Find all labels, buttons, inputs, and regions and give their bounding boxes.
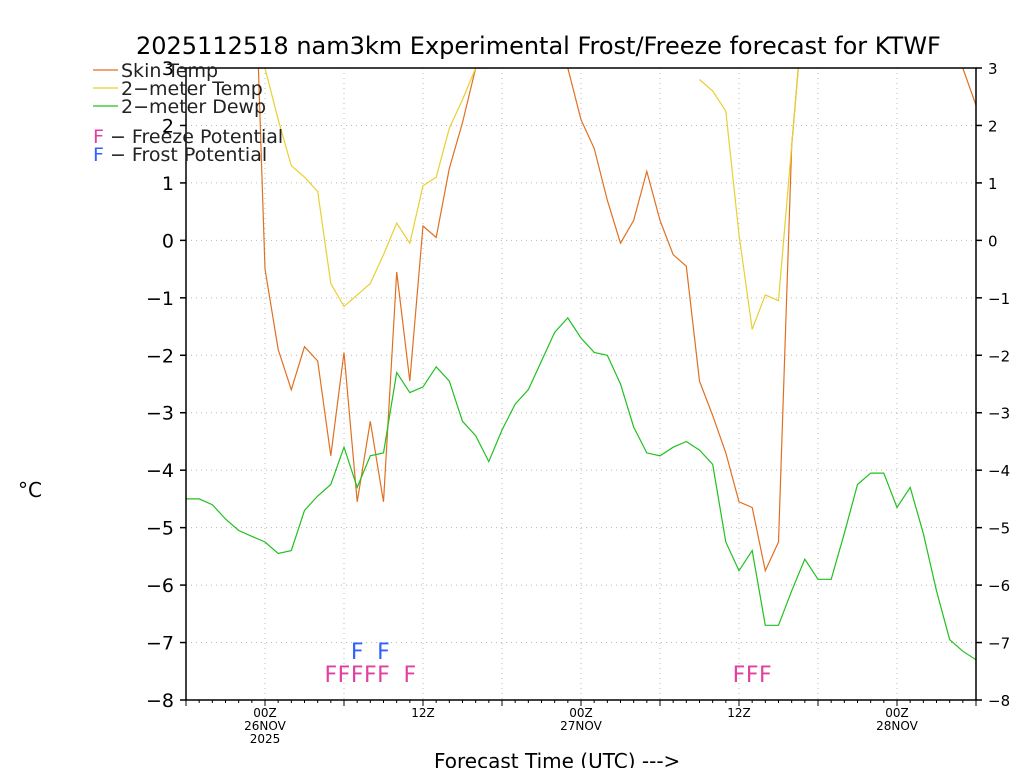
freeze-mark: F xyxy=(733,663,746,688)
y-tick-label-right: 2 xyxy=(988,117,998,135)
legend-label: 2−meter Temp xyxy=(121,78,263,100)
y-tick-label-right: −8 xyxy=(988,692,1010,710)
annotation-legend-text: − Frost Potential xyxy=(104,144,267,166)
freeze-mark: F xyxy=(364,663,377,688)
y-tick-label-right: −7 xyxy=(988,635,1010,653)
frost-mark: F xyxy=(351,640,364,665)
frost-freeze-marks: F F F F F F F F FF F xyxy=(325,640,772,688)
annotation-legend-letter: F xyxy=(93,126,104,148)
freeze-mark: F xyxy=(338,663,351,688)
y-tick-label-right: −1 xyxy=(988,290,1010,308)
x-tick-label: 00Z xyxy=(885,706,909,720)
y-tick-label-left: −5 xyxy=(146,518,174,540)
y-tick-label-left: 0 xyxy=(162,230,174,252)
y-tick-label-right: 0 xyxy=(988,232,998,250)
y-tick-label-left: −3 xyxy=(146,403,174,425)
x-tick-label: 28NOV xyxy=(876,719,918,733)
y-tick-label-left: −7 xyxy=(146,633,174,655)
x-tick-label: 12Z xyxy=(727,706,751,720)
legend-label: Skin Temp xyxy=(121,60,218,82)
y-axis-label: °C xyxy=(18,478,42,502)
freeze-mark: F xyxy=(759,663,772,688)
y-tick-label-right: 1 xyxy=(988,175,998,193)
freeze-mark: F xyxy=(351,663,364,688)
y-tick-label-right: −5 xyxy=(988,520,1010,538)
series-line-2-meter-temp xyxy=(258,68,489,308)
series-line-2-meter-dewp xyxy=(186,316,976,661)
y-tick-label-right: 3 xyxy=(988,60,998,78)
y-tick-label-left: −8 xyxy=(146,690,174,712)
y-tick-label-left: 1 xyxy=(162,173,174,195)
y-tick-label-left: 2 xyxy=(162,115,174,137)
x-tick-label: 26NOV xyxy=(244,719,286,733)
annotation-legend-letter: F xyxy=(93,144,104,166)
y-tick-label-right: −4 xyxy=(988,462,1010,480)
y-axis-ticks: −8 −8 −7 −7 −6 −6 −5 −5 −4 −4 −3 −3 −2 −2 −1 −1 0 0 1 1 2 2 3 3 xyxy=(146,58,1010,712)
y-tick-label-left: −2 xyxy=(146,345,174,367)
y-tick-label-right: −2 xyxy=(988,347,1010,365)
x-tick-label: 2025 xyxy=(250,732,281,746)
y-tick-label-left: 3 xyxy=(162,58,174,80)
y-tick-label-right: −3 xyxy=(988,405,1010,423)
x-tick-label: 27NOV xyxy=(560,719,602,733)
x-tick-label: 12Z xyxy=(411,706,435,720)
series-line-skin-temp xyxy=(962,68,976,106)
x-tick-label: 00Z xyxy=(253,706,277,720)
series-line-skin-temp xyxy=(567,68,799,573)
freeze-mark: F xyxy=(325,663,338,688)
grid-lines xyxy=(186,68,976,700)
freeze-mark: F xyxy=(377,663,390,688)
frost-mark: F xyxy=(377,640,390,665)
chart-title: 2025112518 nam3km Experimental Frost/Fre… xyxy=(136,32,941,60)
x-axis-label: Forecast Time (UTC) ---> xyxy=(434,749,680,768)
x-tick-label: 00Z xyxy=(569,706,593,720)
y-tick-label-right: −6 xyxy=(988,577,1010,595)
annotation-legend-item: F − Freeze Potential xyxy=(93,126,283,148)
y-tick-label-left: −6 xyxy=(146,575,174,597)
series-line-2-meter-temp xyxy=(699,68,799,330)
freeze-mark: F xyxy=(404,663,417,688)
annotation-legend-text: − Freeze Potential xyxy=(104,126,283,148)
y-tick-label-left: −1 xyxy=(146,288,174,310)
y-tick-label-left: −4 xyxy=(146,460,174,482)
series-line-skin-temp xyxy=(257,68,489,502)
data-series xyxy=(186,68,976,661)
freeze-mark: F xyxy=(746,663,759,688)
legend-label: 2−meter Dewp xyxy=(121,96,266,118)
annotation-legend-item: F − Frost Potential xyxy=(93,144,267,166)
